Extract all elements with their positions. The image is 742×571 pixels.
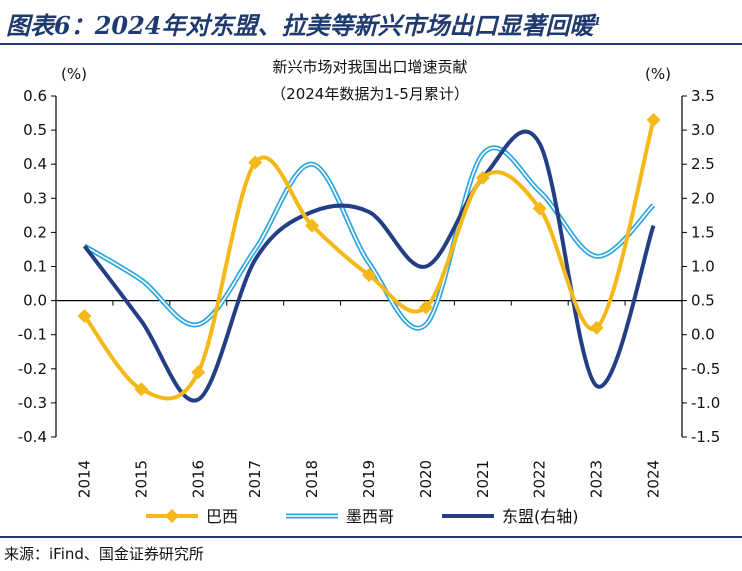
right-tick-label: 0.5 (691, 292, 715, 310)
series-line-asean (82, 129, 656, 403)
figure-title: 图表6：2024年对东盟、拉美等新兴市场出口显著回暖1 (6, 4, 601, 40)
left-tick-label: 0.6 (23, 87, 47, 105)
brazil-marker (646, 112, 661, 127)
category-label: 2020 (417, 460, 435, 498)
series-line-mexico-inner (84, 146, 655, 329)
left-tick-label: 0.1 (23, 258, 47, 276)
chart: 新兴市场对我国出口增速贡献 （2024年数据为1-5月累计） (%) (%) 0… (18, 58, 721, 526)
category-label: 2016 (189, 460, 207, 498)
category-label: 2021 (474, 460, 492, 498)
left-tick-label: -0.2 (18, 360, 47, 378)
legend-label-brazil: 巴西 (206, 507, 238, 526)
brazil-marker (134, 382, 149, 397)
right-tick-label: -1.5 (691, 428, 720, 446)
left-tick-label: -0.3 (18, 394, 47, 412)
category-label: 2023 (588, 460, 606, 498)
left-tick-label: -0.4 (18, 428, 47, 446)
right-tick-label: 2.5 (691, 155, 715, 173)
source-note: 来源：iFind、国金证券研究所 (4, 545, 204, 563)
right-tick-label: 2.0 (691, 189, 715, 207)
left-tick-label: 0.4 (23, 155, 47, 173)
category-label: 2017 (246, 460, 264, 498)
left-axis-unit: (%) (61, 65, 87, 83)
brazil-marker (532, 201, 547, 216)
right-tick-label: -0.5 (691, 360, 720, 378)
category-label: 2018 (303, 460, 321, 498)
brazil-marker (589, 320, 604, 335)
legend-label-mexico: 墨西哥 (346, 507, 394, 526)
right-tick-label: 3.0 (691, 121, 715, 139)
category-label: 2024 (645, 460, 663, 498)
chart-title: 新兴市场对我国出口增速贡献 (272, 58, 467, 76)
series-layer (77, 112, 661, 403)
brazil-marker (475, 170, 490, 185)
left-tick-label: 0.5 (23, 121, 47, 139)
chart-subtitle: （2024年数据为1-5月累计） (271, 85, 469, 103)
brazil-marker (418, 300, 433, 315)
left-tick-label: 0.0 (23, 292, 47, 310)
brazil-marker (362, 268, 376, 283)
category-label: 2022 (531, 460, 549, 498)
right-axis-unit: (%) (645, 65, 671, 83)
axes-layer: 0.6 0.5 0.4 0.3 0.2 0.1 0.0 -0.1 -0.2 -0.3 -0.4 3.5… (18, 87, 721, 498)
bottom-rule (0, 536, 742, 538)
figure-title-text: 2024年对东盟、拉美等新兴市场出口显著回暖 (94, 11, 594, 40)
right-tick-label: 0.0 (691, 326, 715, 344)
right-tick-label: -1.0 (691, 394, 720, 412)
brazil-marker (77, 308, 92, 323)
category-label: 2019 (360, 460, 378, 498)
left-tick-label: 0.2 (23, 223, 47, 241)
legend: 巴西 墨西哥 东盟(右轴) (146, 507, 579, 526)
brazil-marker (248, 155, 263, 170)
category-label: 2015 (132, 460, 150, 498)
title-rule (0, 43, 742, 45)
legend-marker-brazil (165, 509, 179, 523)
figure-label: 图表6： (6, 11, 95, 40)
category-label: 2014 (75, 460, 93, 498)
right-tick-label: 3.5 (691, 87, 715, 105)
brazil-marker (191, 365, 206, 380)
footnote-mark: 1 (593, 15, 602, 28)
right-tick-label: 1.5 (691, 223, 715, 241)
left-tick-label: -0.1 (18, 326, 47, 344)
left-tick-label: 0.3 (23, 189, 47, 207)
brazil-marker (305, 218, 320, 233)
right-tick-label: 1.0 (691, 258, 715, 276)
legend-label-asean: 东盟(右轴) (502, 507, 579, 526)
